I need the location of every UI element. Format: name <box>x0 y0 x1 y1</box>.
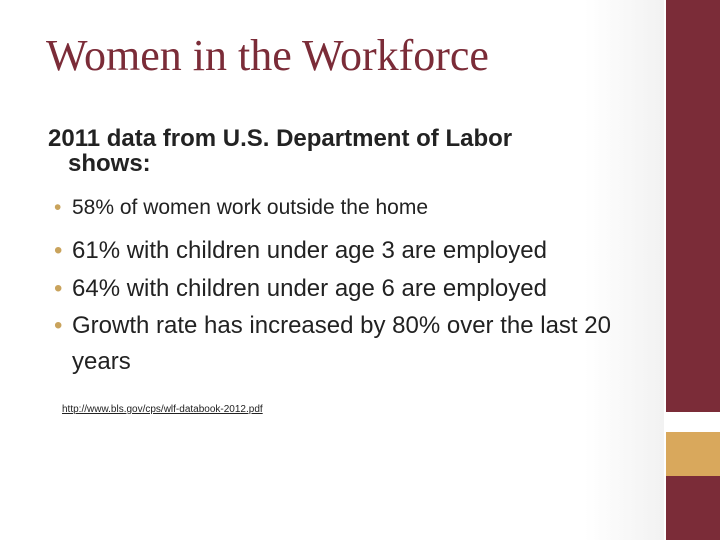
subtitle-line-2: shows: <box>68 150 151 177</box>
bullet-text: 58% of women work outside the home <box>72 196 429 219</box>
bullet-text: 61% with children under age 3 are employ… <box>72 237 547 264</box>
bullet-icon: • <box>54 275 63 302</box>
bullet-icon: • <box>54 196 62 219</box>
side-bar-bottom <box>666 476 720 540</box>
slide-title: Women in the Workforce <box>46 31 489 80</box>
side-bar-top <box>666 0 720 412</box>
bullet-item: • 58% of women work outside the home <box>48 194 638 222</box>
slide-subtitle: 2011 data from U.S. Department of Labor … <box>48 126 608 176</box>
bullet-text: 64% with children under age 6 are employ… <box>72 275 547 302</box>
subtitle-line-1: 2011 data from U.S. Department of Labor <box>48 125 513 152</box>
content-panel <box>0 0 664 540</box>
bullet-item: • 61% with children under age 3 are empl… <box>48 232 638 270</box>
side-bar-accent <box>666 432 720 476</box>
bullet-list: • 58% of women work outside the home • 6… <box>48 194 638 380</box>
bullet-text: Growth rate has increased by 80% over th… <box>72 312 611 375</box>
bullet-item: • 64% with children under age 6 are empl… <box>48 270 638 308</box>
bullet-icon: • <box>54 312 63 339</box>
bullet-item: • Growth rate has increased by 80% over … <box>48 308 638 380</box>
bullet-icon: • <box>54 237 63 264</box>
source-link[interactable]: http://www.bls.gov/cps/wlf-databook-2012… <box>62 404 263 415</box>
